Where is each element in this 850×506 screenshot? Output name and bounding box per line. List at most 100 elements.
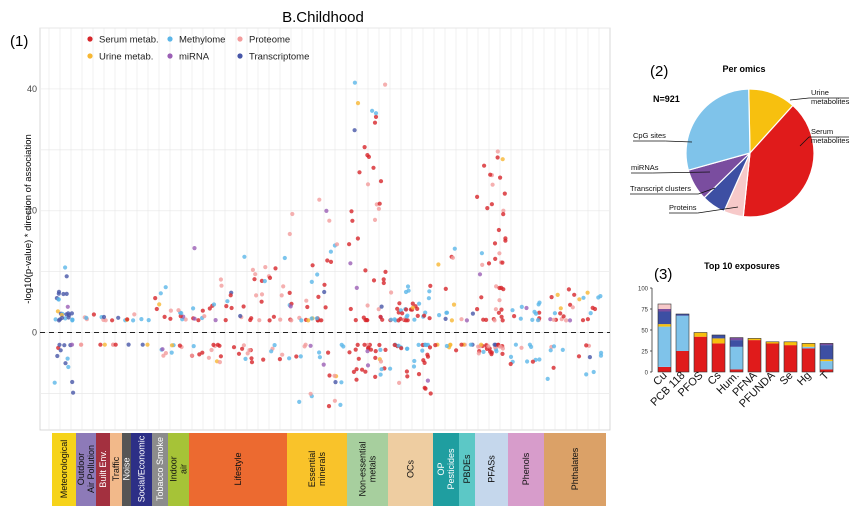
data-point — [411, 364, 417, 369]
data-point — [299, 318, 304, 323]
data-point — [218, 354, 223, 359]
group-label: Meteorological — [59, 440, 69, 499]
group-label: Noise — [122, 457, 132, 480]
bar-segment — [676, 351, 689, 372]
bar-segment — [766, 343, 779, 372]
data-point — [365, 182, 371, 187]
data-point — [383, 269, 388, 274]
data-point — [500, 351, 505, 356]
data-point — [518, 316, 523, 321]
group-band — [475, 433, 508, 506]
group-label: air — [179, 464, 189, 474]
data-point — [263, 265, 268, 270]
data-point — [62, 343, 67, 348]
group-label: Traffic — [111, 456, 121, 481]
data-point — [558, 306, 563, 311]
data-point — [501, 287, 506, 292]
manhattan-plot-area — [39, 27, 611, 431]
data-point — [257, 318, 262, 323]
data-point — [252, 277, 257, 282]
group-label: OCs — [406, 460, 416, 479]
data-point — [308, 391, 313, 396]
data-point — [52, 380, 57, 385]
data-point — [444, 343, 449, 349]
data-point — [576, 354, 582, 359]
data-point — [580, 318, 586, 323]
data-point — [317, 355, 322, 360]
bar-segment — [730, 369, 743, 372]
bar-segment — [820, 369, 833, 372]
data-point — [56, 318, 62, 323]
data-point — [160, 347, 165, 352]
data-point — [360, 367, 365, 372]
data-point — [259, 299, 264, 304]
data-point — [433, 343, 438, 348]
data-point — [404, 369, 409, 374]
data-point — [397, 380, 402, 385]
data-point — [548, 348, 553, 353]
data-point — [354, 377, 359, 382]
group-label: OP — [436, 462, 446, 475]
data-point — [519, 304, 524, 309]
data-point — [287, 356, 292, 361]
data-point — [162, 314, 167, 319]
group-label: minerals — [317, 451, 327, 486]
data-point — [317, 350, 322, 355]
data-point — [57, 342, 62, 347]
data-point — [315, 272, 320, 277]
data-point — [243, 356, 248, 361]
data-point — [464, 318, 469, 323]
data-point — [154, 306, 159, 312]
data-point — [427, 316, 432, 321]
pie-leader-line — [652, 171, 711, 174]
manhattan-legend: Serum metab. Methylome Proteome Urine metab… — [87, 35, 309, 63]
data-point — [365, 363, 371, 368]
data-point — [206, 355, 211, 360]
group-band — [388, 433, 433, 506]
manhattan-gridlines — [40, 27, 610, 430]
legend-label: Proteome — [249, 35, 290, 46]
data-point — [71, 390, 76, 395]
data-point — [314, 316, 319, 321]
data-point — [278, 317, 283, 322]
data-point — [588, 311, 593, 316]
data-point — [476, 344, 481, 349]
data-point — [65, 304, 70, 309]
data-point — [496, 227, 501, 233]
data-point — [349, 209, 354, 214]
legend-label: Transcriptome — [249, 52, 309, 63]
bar-segment — [820, 359, 833, 362]
data-point — [63, 361, 68, 366]
data-point — [224, 304, 229, 309]
pie-slice-label: CpG sites — [633, 131, 666, 140]
data-point — [189, 353, 194, 358]
data-point — [126, 342, 131, 347]
data-point — [125, 317, 130, 322]
data-point — [498, 344, 503, 349]
data-point — [316, 294, 321, 299]
pie-slice-label: metabolites — [811, 136, 850, 145]
data-point — [64, 312, 69, 317]
data-point — [163, 351, 168, 356]
data-point — [486, 344, 491, 349]
data-point — [536, 302, 541, 307]
data-point — [405, 374, 410, 379]
data-point — [568, 302, 573, 307]
data-point — [495, 149, 500, 154]
data-point — [493, 256, 498, 261]
bar-segment — [658, 326, 671, 367]
data-point — [510, 308, 515, 313]
bar-title: Top 10 exposures — [704, 261, 780, 271]
data-point — [339, 342, 344, 347]
pie-leader-line — [698, 187, 716, 195]
data-point — [410, 305, 415, 310]
figure-title: B.Childhood — [282, 9, 364, 26]
data-point — [365, 349, 370, 354]
data-point — [236, 351, 242, 356]
bar-outline — [819, 343, 834, 373]
data-point — [490, 182, 495, 187]
bar-outline — [693, 332, 708, 373]
data-point — [324, 208, 329, 213]
data-point — [326, 404, 332, 409]
group-band — [347, 433, 388, 506]
